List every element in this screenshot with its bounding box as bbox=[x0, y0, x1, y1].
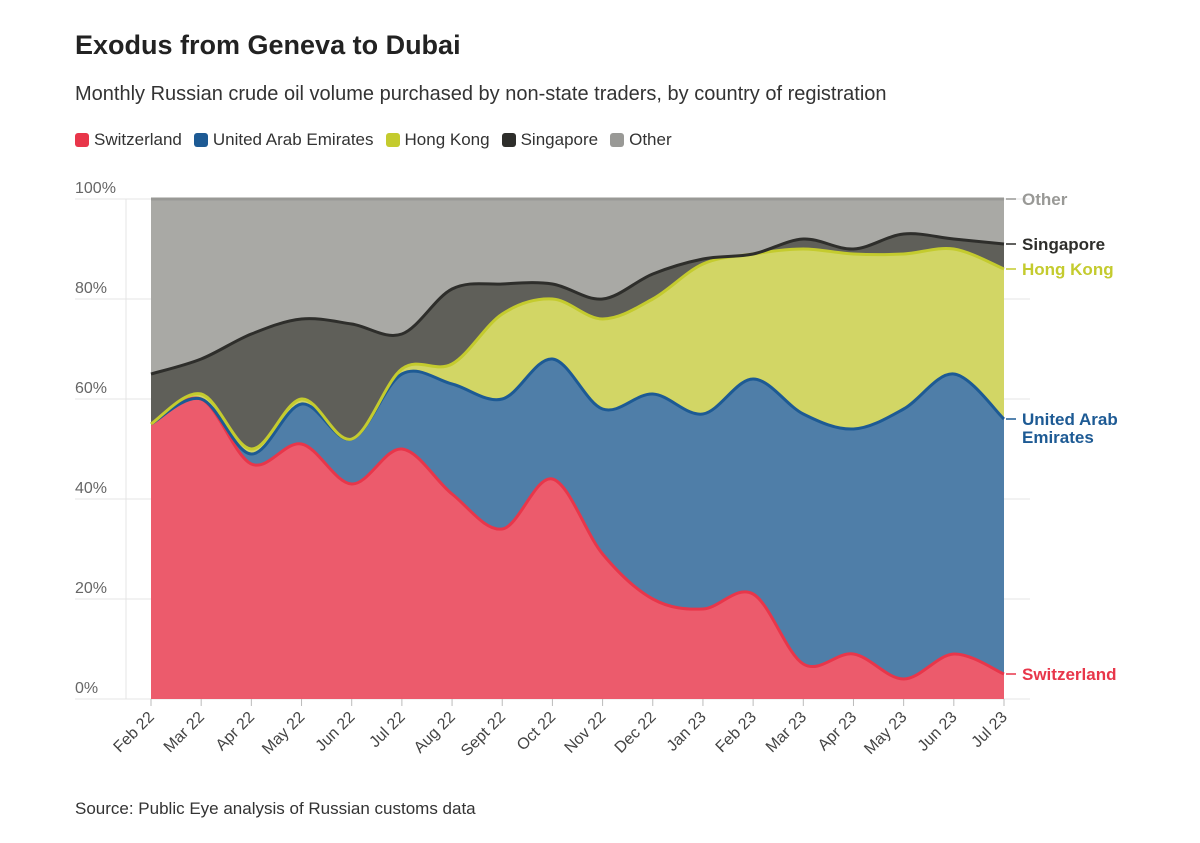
x-tick-label: Jun 23 bbox=[915, 709, 961, 755]
legend-swatch bbox=[610, 133, 625, 147]
x-tick-label: Apr 23 bbox=[815, 709, 860, 754]
source-note: Source: Public Eye analysis of Russian c… bbox=[75, 799, 476, 818]
legend-item: Singapore bbox=[501, 130, 599, 150]
x-tick-label: Oct 22 bbox=[514, 709, 559, 754]
legend: Switzerland United Arab Emirates Hong Kong… bbox=[75, 130, 672, 150]
x-tick-label: Nov 22 bbox=[562, 709, 610, 757]
end-label: United Arab Emirates bbox=[1022, 410, 1118, 447]
legend-swatch bbox=[501, 133, 516, 147]
legend-swatch bbox=[75, 133, 89, 147]
legend-label: United Arab Emirates bbox=[212, 130, 374, 149]
x-tick-label: May 22 bbox=[259, 709, 308, 758]
x-tick-label: Aug 22 bbox=[411, 709, 459, 757]
y-tick-label: 40% bbox=[75, 480, 107, 497]
x-tick-label: May 23 bbox=[861, 709, 910, 758]
x-tick-label: Apr 22 bbox=[213, 709, 258, 754]
end-label: Other bbox=[1022, 190, 1068, 209]
legend-item: United Arab Emirates bbox=[193, 130, 374, 150]
x-tick-label: Jul 23 bbox=[969, 709, 1011, 751]
x-tick-label: Dec 22 bbox=[612, 709, 660, 757]
area-united-arab-emirates bbox=[151, 358, 1004, 679]
end-label: Hong Kong bbox=[1022, 260, 1114, 279]
area-hong-kong bbox=[151, 248, 1004, 455]
legend-label: Hong Kong bbox=[404, 130, 490, 149]
y-tick-label: 60% bbox=[75, 380, 107, 397]
legend-swatch bbox=[193, 133, 208, 147]
end-label: Singapore bbox=[1022, 235, 1105, 254]
area-singapore bbox=[151, 233, 1004, 450]
y-tick-label: 100% bbox=[75, 180, 116, 197]
x-tick-label: Feb 23 bbox=[713, 709, 760, 756]
x-tick-label: Mar 22 bbox=[161, 709, 208, 756]
legend-label: Singapore bbox=[520, 130, 599, 149]
x-tick-label: Sept 22 bbox=[458, 709, 509, 760]
x-tick-label: Jun 22 bbox=[313, 709, 359, 755]
line-united-arab-emirates bbox=[150, 357, 1006, 456]
x-tick-label: Mar 23 bbox=[763, 709, 810, 756]
chart-subtitle: Monthly Russian crude oil volume purchas… bbox=[75, 83, 887, 105]
chart-title: Exodus from Geneva to Dubai bbox=[75, 30, 461, 60]
legend-label: Other bbox=[629, 130, 672, 149]
x-tick-label: Jan 23 bbox=[664, 709, 710, 755]
y-tick-label: 80% bbox=[75, 280, 107, 297]
area-other bbox=[151, 199, 1004, 374]
x-tick-label: Jul 22 bbox=[366, 709, 408, 751]
line-switzerland bbox=[150, 396, 1005, 681]
area-switzerland bbox=[151, 397, 1004, 699]
legend-item: Switzerland bbox=[75, 130, 182, 150]
end-label: Switzerland bbox=[1022, 665, 1116, 684]
legend-item: Other bbox=[610, 130, 672, 150]
line-hong-kong bbox=[150, 246, 1005, 451]
y-tick-label: 0% bbox=[75, 680, 98, 697]
legend-swatch bbox=[385, 133, 400, 147]
line-singapore bbox=[150, 232, 1005, 376]
y-tick-label: 20% bbox=[75, 580, 107, 597]
x-tick-label: Feb 22 bbox=[111, 709, 158, 756]
legend-item: Hong Kong bbox=[385, 130, 490, 150]
legend-label: Switzerland bbox=[94, 130, 182, 149]
